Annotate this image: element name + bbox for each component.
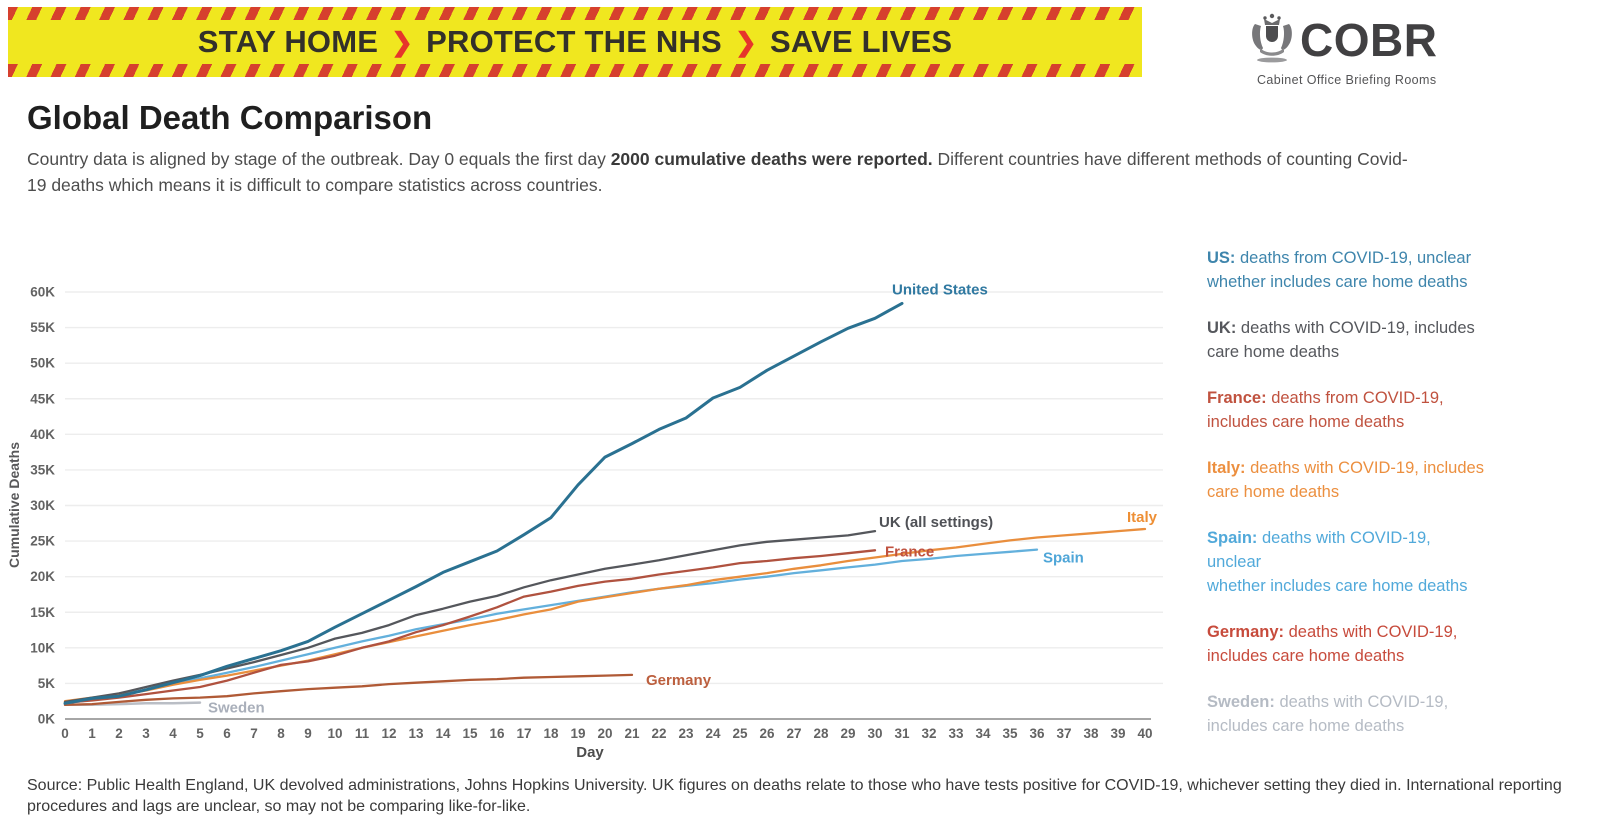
svg-text:18: 18 [543,726,559,741]
svg-text:United States: United States [892,281,988,298]
svg-text:26: 26 [759,726,775,741]
svg-text:12: 12 [381,726,396,741]
svg-text:Germany: Germany [646,672,712,689]
svg-text:35: 35 [1002,726,1018,741]
svg-text:Spain: Spain [1043,550,1084,567]
svg-text:19: 19 [570,726,585,741]
banner-segment: PROTECT THE NHS [426,24,722,59]
legend-item-france: France: deaths from COVID-19, includes ca… [1207,389,1444,431]
svg-text:UK (all settings): UK (all settings) [879,514,993,531]
svg-text:38: 38 [1083,726,1099,741]
svg-text:20: 20 [597,726,612,741]
legend-item-us: US: deaths from COVID-19, unclear whether… [1207,249,1472,291]
svg-text:36: 36 [1029,726,1045,741]
svg-text:9: 9 [304,726,312,741]
svg-text:40K: 40K [30,427,55,442]
legend-item-italy: Italy: deaths with COVID-19, includes car… [1207,459,1484,501]
svg-text:60K: 60K [30,285,55,300]
svg-text:55K: 55K [30,320,55,335]
svg-text:31: 31 [894,726,910,741]
hazard-stripe-top [8,7,1142,20]
svg-text:15K: 15K [30,605,55,620]
svg-text:40: 40 [1137,726,1152,741]
svg-text:37: 37 [1056,726,1071,741]
svg-text:1: 1 [88,726,96,741]
page-title: Global Death Comparison [27,99,433,136]
svg-text:14: 14 [435,726,451,741]
svg-text:29: 29 [840,726,855,741]
svg-text:17: 17 [516,726,531,741]
svg-text:6: 6 [223,726,231,741]
svg-text:Sweden: Sweden [208,700,265,717]
hazard-stripe-bottom [8,64,1142,77]
legend-item-germany: Germany: deaths with COVID-19, includes c… [1207,623,1458,665]
svg-text:34: 34 [975,726,991,741]
svg-text:16: 16 [489,726,505,741]
svg-text:13: 13 [408,726,424,741]
banner-segment: SAVE LIVES [769,24,953,59]
svg-text:5K: 5K [38,676,56,691]
svg-text:30: 30 [867,726,882,741]
svg-text:24: 24 [705,726,721,741]
banner-segment: STAY HOME [197,24,379,59]
intro-post: Different countries have different metho… [27,149,1408,195]
intro-pre: Country data is aligned by stage of the … [27,149,611,169]
cobr-tagline: Cabinet Office Briefing Rooms [1257,73,1437,87]
svg-text:Italy: Italy [1127,509,1158,526]
legend-item-sweden: Sweden: deaths with COVID-19, includes ca… [1207,693,1449,735]
svg-text:23: 23 [678,726,694,741]
svg-text:2: 2 [115,726,123,741]
svg-text:10: 10 [327,726,342,741]
svg-text:3: 3 [142,726,150,741]
svg-text:25: 25 [732,726,748,741]
source-note: Source: Public Health England, UK devolv… [27,777,1562,815]
hazard-banner: STAY HOME ❯ PROTECT THE NHS ❯ SAVE LIVES [8,7,1142,77]
svg-text:32: 32 [921,726,936,741]
svg-text:45K: 45K [30,391,55,406]
svg-text:20K: 20K [30,569,55,584]
svg-text:39: 39 [1110,726,1125,741]
svg-text:4: 4 [169,726,177,741]
intro-paragraph: Country data is aligned by stage of the … [27,146,1427,198]
chevron-icon: ❯ [391,26,414,57]
svg-text:35K: 35K [30,462,55,477]
svg-text:15: 15 [462,726,478,741]
svg-text:5: 5 [196,726,204,741]
intro-bold: 2000 cumulative deaths were reported. [610,149,933,169]
svg-text:7: 7 [250,726,258,741]
svg-text:0: 0 [61,726,69,741]
svg-text:33: 33 [948,726,964,741]
svg-text:8: 8 [277,726,285,741]
legend: US: deaths from COVID-19, unclear whether… [1207,246,1485,760]
svg-text:10K: 10K [30,640,55,655]
x-axis-title: Day [576,744,604,761]
cobr-logo: COBR Cabinet Office Briefing Rooms [1248,10,1478,87]
svg-text:0K: 0K [38,712,56,727]
legend-item-uk: UK: deaths with COVID-19, includes care h… [1207,319,1475,361]
royal-crest-icon [1248,10,1296,69]
svg-text:50K: 50K [30,356,55,371]
y-axis-title: Cumulative Deaths [6,441,22,569]
svg-text:21: 21 [624,726,640,741]
svg-text:22: 22 [651,726,666,741]
svg-text:25K: 25K [30,534,55,549]
banner-text: STAY HOME ❯ PROTECT THE NHS ❯ SAVE LIVES [8,20,1142,64]
svg-text:11: 11 [355,726,370,741]
svg-text:30K: 30K [30,498,55,513]
chevron-icon: ❯ [734,26,757,57]
svg-text:28: 28 [813,726,829,741]
svg-text:France: France [885,543,934,560]
svg-text:27: 27 [786,726,801,741]
legend-item-spain: Spain: deaths with COVID-19, unclear whet… [1207,529,1468,595]
cobr-name: COBR [1300,13,1438,66]
